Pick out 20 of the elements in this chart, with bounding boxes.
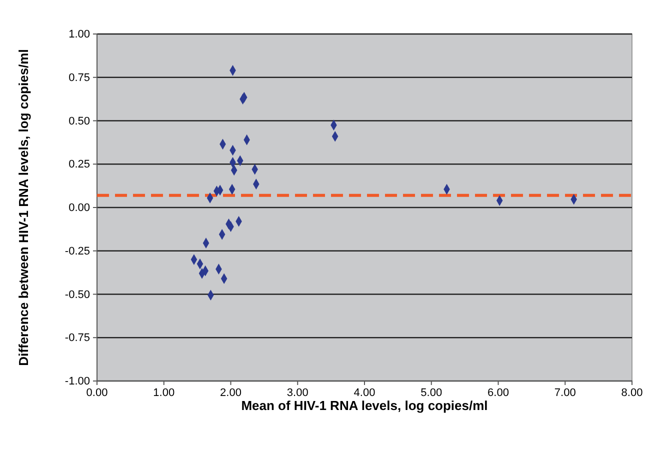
y-tick-label: 0.50	[68, 115, 90, 128]
y-axis-title: Difference between HIV-1 RNA levels, log copies/ml	[16, 49, 31, 366]
x-axis-title: Mean of HIV-1 RNA levels, log copies/ml	[241, 398, 488, 413]
x-tick-label: 3.00	[286, 386, 308, 399]
y-tick-label: -0.25	[64, 245, 90, 258]
y-tick-label: 0.25	[68, 158, 90, 171]
x-tick-label: 2.00	[220, 386, 242, 399]
x-tick-label: 4.00	[354, 386, 376, 399]
y-tick-label: -0.50	[64, 288, 90, 301]
x-tick-label: 6.00	[488, 386, 509, 399]
y-tick-label: 0.75	[68, 72, 90, 84]
y-tick-label: 1.00	[68, 28, 90, 41]
y-tick-label: 0.00	[68, 202, 90, 214]
y-tick-label: -1.00	[64, 376, 90, 388]
x-tick-label: 5.00	[420, 386, 442, 399]
y-tick-label: -0.75	[64, 332, 90, 344]
x-tick-label: 8.00	[621, 386, 643, 399]
x-tick-label: 1.00	[153, 386, 175, 399]
x-tick-label: 0.00	[86, 386, 108, 399]
x-tick-label: 7.00	[554, 386, 576, 399]
